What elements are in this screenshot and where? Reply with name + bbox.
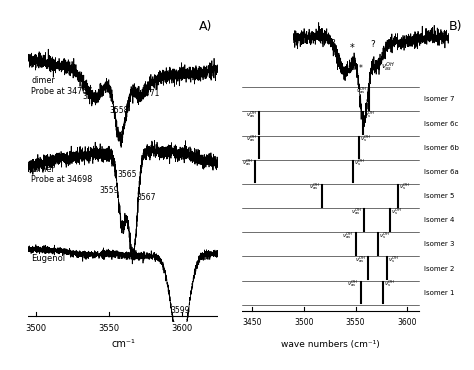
Text: 3550: 3550 xyxy=(98,324,119,333)
Text: Eugenol: Eugenol xyxy=(31,253,65,263)
Text: ?: ? xyxy=(371,40,375,49)
Text: 3567: 3567 xyxy=(137,193,156,202)
Text: $\nu_{s}^{OH}$: $\nu_{s}^{OH}$ xyxy=(379,230,391,241)
Text: cm⁻¹: cm⁻¹ xyxy=(111,339,135,349)
Text: $\nu_{as}^{OH}$: $\nu_{as}^{OH}$ xyxy=(382,60,395,74)
Text: ?: ? xyxy=(330,39,335,48)
Text: dimer
Probe at 34698: dimer Probe at 34698 xyxy=(31,165,92,184)
Text: $\nu_{as}^{OH}$: $\nu_{as}^{OH}$ xyxy=(355,254,366,265)
Text: $\nu_{s}^{OH}$: $\nu_{s}^{OH}$ xyxy=(364,109,375,120)
Text: *: * xyxy=(350,43,355,53)
Text: Isomer 3: Isomer 3 xyxy=(424,241,454,248)
Text: Isomer 6a: Isomer 6a xyxy=(424,169,458,175)
Text: $\nu_{as}^{OH}$: $\nu_{as}^{OH}$ xyxy=(242,157,253,168)
Text: $\nu_{s}^{OH}$: $\nu_{s}^{OH}$ xyxy=(355,157,365,168)
Text: 3565: 3565 xyxy=(118,170,137,179)
Text: $\nu_{s}^{OH}$: $\nu_{s}^{OH}$ xyxy=(388,254,399,265)
Text: 3559: 3559 xyxy=(100,186,119,195)
Text: A): A) xyxy=(199,20,212,33)
Text: 3600: 3600 xyxy=(171,324,192,333)
Text: Isomer 6c: Isomer 6c xyxy=(424,121,458,127)
Text: wave numbers (cm⁻¹): wave numbers (cm⁻¹) xyxy=(281,340,380,349)
Text: *: * xyxy=(359,64,363,73)
Text: $\nu_{s}^{OH}$: $\nu_{s}^{OH}$ xyxy=(384,278,396,289)
Text: 3599: 3599 xyxy=(170,306,190,315)
Text: $\nu_{as}^{OH}$: $\nu_{as}^{OH}$ xyxy=(246,109,257,120)
Text: dimer
Probe at 34767: dimer Probe at 34767 xyxy=(31,76,93,96)
Text: Isomer 1: Isomer 1 xyxy=(424,290,454,296)
Text: 3500: 3500 xyxy=(25,324,46,333)
Text: 3500: 3500 xyxy=(294,318,313,327)
Text: 3571: 3571 xyxy=(141,90,160,98)
Text: B): B) xyxy=(449,20,463,33)
Text: Isomer 6b: Isomer 6b xyxy=(424,145,459,151)
Text: 3450: 3450 xyxy=(242,318,262,327)
Text: $\nu_{as}^{OH}$: $\nu_{as}^{OH}$ xyxy=(309,182,320,192)
Text: $\nu_{s}^{OH}$: $\nu_{s}^{OH}$ xyxy=(360,133,371,144)
Text: $\nu_{as}^{OH}$: $\nu_{as}^{OH}$ xyxy=(347,278,359,289)
Text: 3550: 3550 xyxy=(346,318,365,327)
Text: 3540: 3540 xyxy=(83,92,102,101)
Text: Isomer 5: Isomer 5 xyxy=(424,193,454,199)
Text: 3600: 3600 xyxy=(398,318,417,327)
Text: 3558: 3558 xyxy=(109,106,128,115)
Text: $\nu_{as}^{OH}$: $\nu_{as}^{OH}$ xyxy=(246,133,257,144)
Text: $\nu_{as}^{OH}$: $\nu_{as}^{OH}$ xyxy=(356,85,367,96)
Text: Isomer 7: Isomer 7 xyxy=(424,96,454,102)
Text: $\nu_{s}^{OH}$: $\nu_{s}^{OH}$ xyxy=(399,182,410,192)
Text: $\nu_{s}^{OH}$: $\nu_{s}^{OH}$ xyxy=(391,206,402,216)
Text: $\nu_{as}^{OH}$: $\nu_{as}^{OH}$ xyxy=(342,230,354,241)
Text: $\nu_{as}^{OH}$: $\nu_{as}^{OH}$ xyxy=(351,206,362,216)
Text: Isomer 2: Isomer 2 xyxy=(424,266,454,272)
Text: Isomer 4: Isomer 4 xyxy=(424,217,454,223)
